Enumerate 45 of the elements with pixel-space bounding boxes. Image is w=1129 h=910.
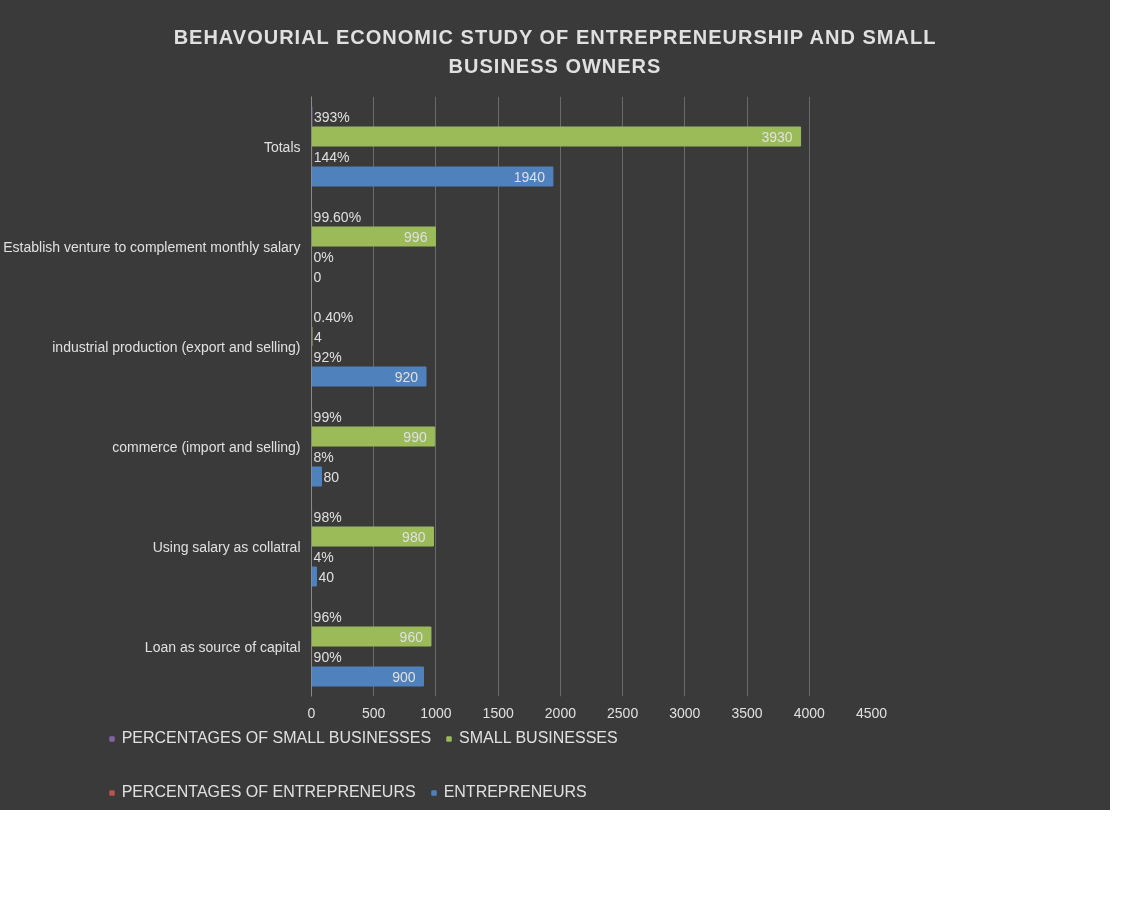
data-label: 90% — [313, 648, 342, 665]
x-tick-label: 2000 — [544, 704, 577, 721]
data-label: 393% — [313, 108, 350, 125]
data-label: 900 — [392, 668, 416, 685]
y-tick-label: Totals — [263, 138, 301, 155]
x-tick-label: 500 — [362, 704, 386, 721]
y-tick-label: industrial production (export and selling) — [52, 338, 301, 355]
data-label: 80 — [323, 468, 340, 485]
data-label: 99.60% — [313, 208, 362, 225]
data-label: 99% — [313, 408, 342, 425]
data-label: 3930 — [761, 128, 793, 145]
data-label: 990 — [403, 428, 427, 445]
x-tick-label: 3000 — [669, 704, 701, 721]
data-label: 40 — [318, 568, 335, 585]
legend-label: PERCENTAGES OF ENTREPRENEURS — [121, 783, 416, 802]
data-label: 96% — [313, 608, 342, 625]
data-label: 980 — [402, 528, 426, 545]
y-tick-label: commerce (import and selling) — [112, 438, 301, 455]
data-label: 144% — [313, 148, 350, 165]
data-label: 92% — [313, 348, 342, 365]
x-tick-label: 3500 — [731, 704, 763, 721]
data-label: 996 — [404, 228, 428, 245]
data-label: 0% — [313, 248, 334, 265]
data-label: 1940 — [513, 168, 546, 185]
legend-label: PERCENTAGES OF SMALL BUSINESSES — [121, 729, 432, 748]
data-label: 920 — [394, 368, 419, 385]
data-label: 8% — [313, 448, 334, 465]
x-tick-label: 4000 — [793, 704, 826, 721]
x-tick-label: 0 — [307, 704, 316, 721]
data-label: 0 — [313, 268, 322, 285]
data-label: 4 — [314, 328, 322, 345]
x-tick-label: 2500 — [607, 704, 639, 721]
x-tick-label: 4500 — [855, 704, 888, 721]
y-tick-label: Loan as source of capital — [144, 638, 301, 655]
chart-title: BEHAVOURIAL ECONOMIC STUDY OF ENTREPRENEURSHIP AND SMALL BUSINESS OWNERS — [172, 25, 938, 79]
data-label: 4% — [313, 548, 334, 565]
legend-label: ENTREPRENEURS — [443, 783, 587, 802]
data-label: 960 — [399, 628, 424, 645]
data-label: 98% — [313, 508, 342, 525]
y-tick-label: Establish venture to complement monthly salary — [3, 238, 301, 255]
legend-label: SMALL BUSINESSES — [459, 729, 618, 748]
y-tick-label: Using salary as collatral — [152, 538, 301, 555]
x-tick-label: 1500 — [482, 704, 514, 721]
x-tick-label: 1000 — [420, 704, 452, 721]
data-label: 0.40% — [313, 308, 354, 325]
